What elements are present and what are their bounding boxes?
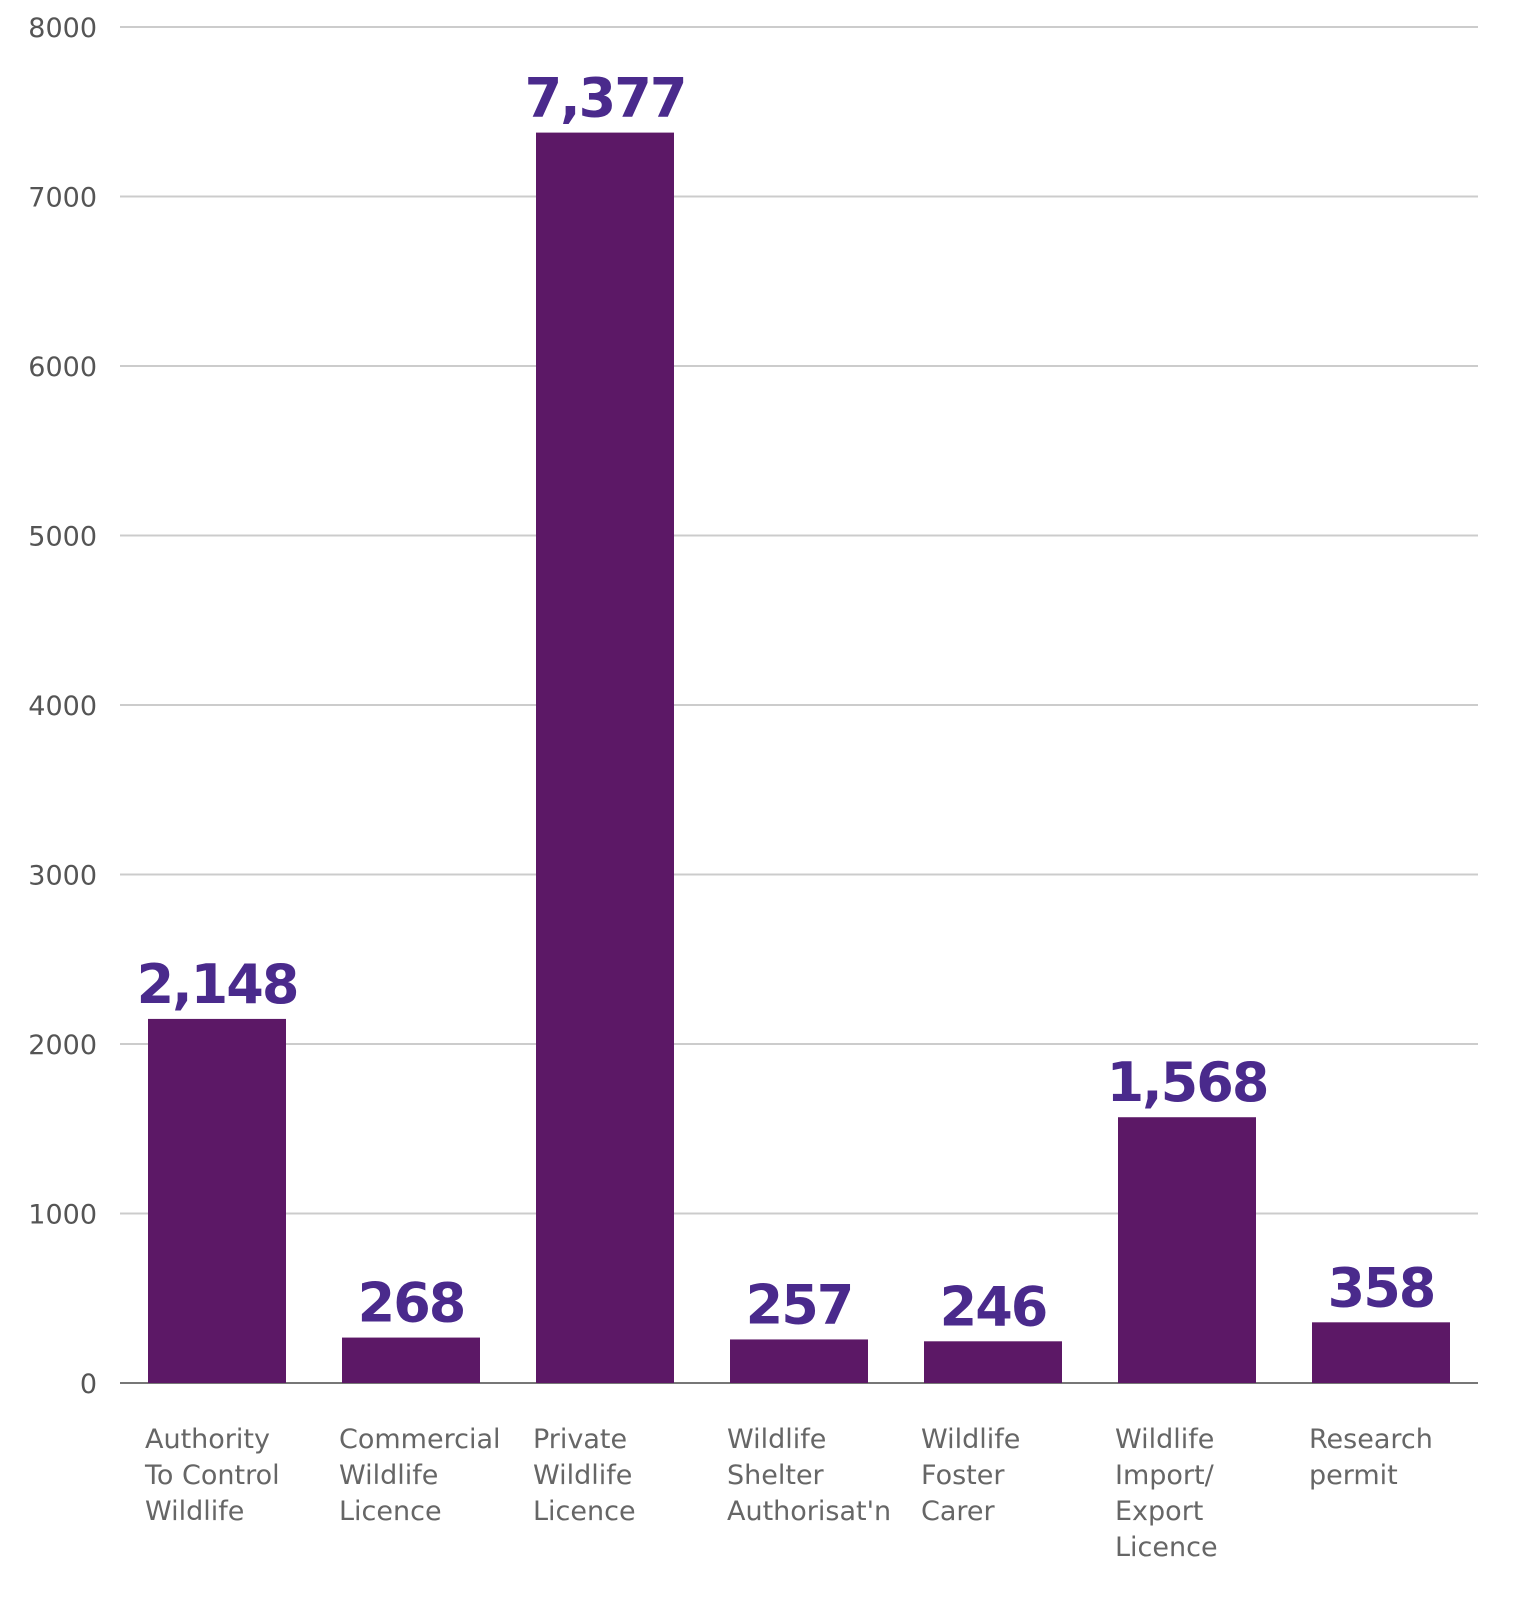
x-tick-label: Private (533, 1424, 627, 1455)
y-tick-label: 2000 (28, 1030, 97, 1061)
bar (342, 1337, 480, 1383)
data-label: 1,568 (1107, 1051, 1268, 1114)
bar (1312, 1322, 1450, 1383)
y-tick-label: 4000 (28, 691, 97, 722)
bar (924, 1341, 1062, 1383)
x-tick-label: Wildlife (145, 1496, 244, 1527)
bar (148, 1018, 286, 1383)
x-tick-label: Commercial (339, 1424, 501, 1455)
x-tick-label: Foster (921, 1460, 1005, 1491)
x-tick-label: Wildlife (533, 1460, 632, 1491)
x-tick-label: Export (1115, 1496, 1203, 1527)
y-tick-label: 0 (80, 1369, 97, 1400)
x-tick-label: Import/ (1115, 1460, 1215, 1491)
y-tick-label: 5000 (28, 522, 97, 553)
x-tick-label: To Control (144, 1460, 280, 1491)
data-label: 246 (940, 1275, 1047, 1338)
y-tick-label: 8000 (28, 13, 97, 44)
x-tick-label: Licence (339, 1496, 442, 1527)
x-tick-label: Licence (533, 1496, 636, 1527)
x-tick-label: Carer (921, 1496, 996, 1527)
x-tick-label: Shelter (727, 1460, 825, 1491)
x-tick-label: Wildlife (1115, 1424, 1214, 1455)
data-label: 268 (358, 1272, 465, 1335)
x-tick-label: Wildlife (921, 1424, 1020, 1455)
x-tick-label: Authority (145, 1424, 270, 1455)
y-tick-label: 3000 (28, 861, 97, 892)
bar (730, 1339, 868, 1383)
x-tick-label: Wildlife (339, 1460, 438, 1491)
x-tick-label: Authorisat'n (727, 1496, 891, 1527)
y-tick-label: 6000 (28, 352, 97, 383)
data-label: 2,148 (137, 953, 298, 1016)
data-label: 7,377 (525, 67, 686, 130)
x-tick-label: Research (1309, 1424, 1433, 1455)
bar (536, 132, 674, 1383)
x-tick-label: permit (1309, 1460, 1398, 1491)
data-label: 358 (1328, 1256, 1435, 1319)
y-tick-label: 1000 (28, 1200, 97, 1231)
bar (1118, 1117, 1256, 1383)
x-tick-label: Wildlife (727, 1424, 826, 1455)
x-tick-label: Licence (1115, 1532, 1218, 1563)
y-tick-label: 7000 (28, 183, 97, 214)
data-label: 257 (746, 1273, 853, 1336)
